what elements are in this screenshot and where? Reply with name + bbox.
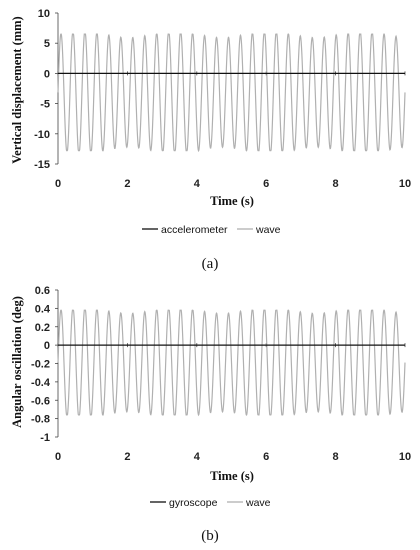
chart-b-y-axis-title: Angular oscillation (deg) — [10, 296, 24, 428]
y-tick-label: 0.2 — [35, 322, 50, 334]
x-tick-label: 8 — [333, 451, 339, 463]
chart-a-y-ticks: 10 5 0 -5 -10 -15 — [34, 8, 58, 171]
x-tick-label: 4 — [194, 178, 201, 190]
chart-b-caption: (b) — [201, 528, 219, 544]
y-tick-label: -0.8 — [31, 414, 50, 426]
chart-b-x-axis-title: Time (s) — [210, 469, 254, 483]
y-tick-label: -15 — [34, 159, 50, 171]
x-tick-label: 6 — [263, 178, 269, 190]
chart-a-y-axis-title: Vertical displacement (mm) — [10, 16, 24, 163]
y-tick-label: -5 — [40, 99, 50, 111]
chart-a-legend-label-wave: wave — [255, 224, 281, 236]
chart-b-legend: gyroscope wave — [150, 497, 271, 509]
x-tick-label: 10 — [399, 451, 411, 463]
chart-a-caption: (a) — [202, 256, 219, 272]
x-tick-label: 2 — [124, 178, 130, 190]
y-tick-label: 0 — [44, 340, 50, 352]
y-tick-label: -1 — [40, 432, 50, 444]
chart-a-x-axis-title: Time (s) — [210, 194, 254, 208]
y-tick-label: 5 — [44, 38, 50, 50]
chart-a-legend: accelerometer wave — [142, 224, 281, 236]
chart-b-series — [57, 309, 406, 417]
chart-b-y-ticks: 0.6 0.4 0.2 0 -0.2 -0.4 -0.6 -0.8 -1 — [31, 285, 58, 444]
x-tick-label: 10 — [399, 178, 411, 190]
chart-a-legend-label-accelerometer: accelerometer — [161, 224, 228, 236]
y-tick-label: -10 — [34, 129, 50, 141]
x-tick-label: 8 — [333, 178, 339, 190]
chart-b-series-wave-line — [57, 309, 406, 417]
chart-a: 10 5 0 -5 -10 -15 0 2 4 6 8 10 Vertical displaceme… — [10, 8, 411, 272]
y-tick-label: -0.4 — [31, 377, 51, 389]
chart-b-x-ticks: 0 2 4 6 8 10 — [55, 343, 411, 463]
chart-a-series-wave-line — [57, 33, 406, 153]
chart-b-legend-label-wave: wave — [245, 497, 271, 509]
y-tick-label: 0.6 — [35, 285, 50, 297]
x-tick-label: 2 — [124, 451, 130, 463]
y-tick-label: 0.4 — [35, 303, 51, 315]
chart-a-series — [57, 33, 406, 153]
x-tick-label: 4 — [194, 451, 201, 463]
chart-b: 0.6 0.4 0.2 0 -0.2 -0.4 -0.6 -0.8 -1 0 2 4 6 8 10 Ang… — [10, 285, 411, 544]
x-tick-label: 0 — [55, 178, 61, 190]
y-tick-label: 0 — [44, 68, 50, 80]
chart-b-legend-label-gyroscope: gyroscope — [169, 497, 218, 509]
y-tick-label: 10 — [38, 8, 50, 20]
x-tick-label: 6 — [263, 451, 269, 463]
x-tick-label: 0 — [55, 451, 61, 463]
y-tick-label: -0.2 — [31, 359, 50, 371]
y-tick-label: -0.6 — [31, 395, 50, 407]
